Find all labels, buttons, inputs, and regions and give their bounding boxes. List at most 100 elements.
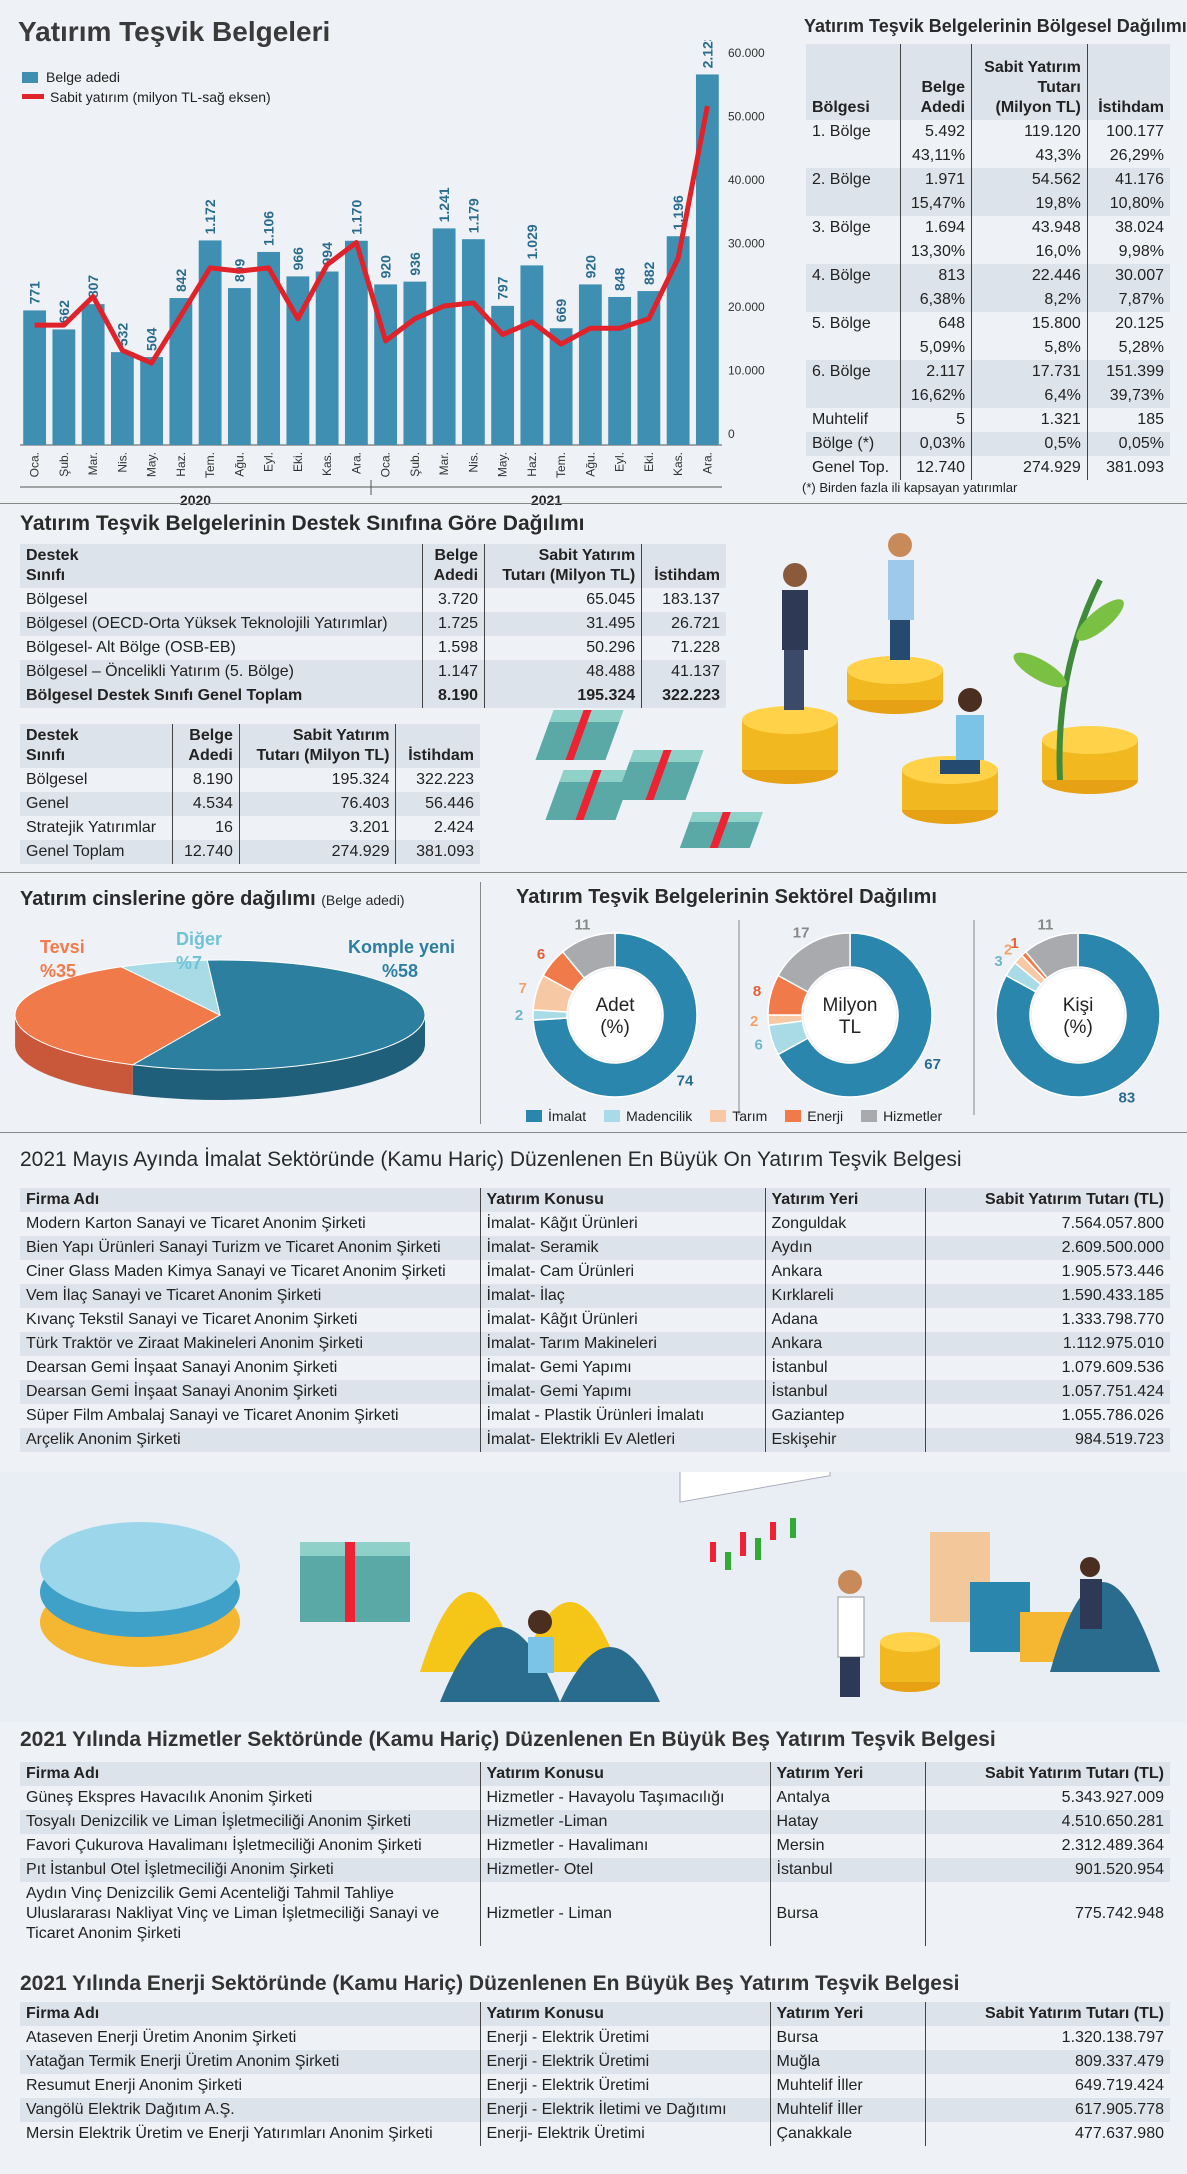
legend-label: İmalat <box>548 1108 587 1124</box>
table-cell: 648 <box>900 312 972 336</box>
donut-value-label: 8 <box>753 983 761 1000</box>
table-row: Mersin Elektrik Üretim ve Enerji Yatırım… <box>20 2122 1170 2146</box>
table-row: Dearsan Gemi İnşaat Sanayi Anonim Şirket… <box>20 1356 1170 1380</box>
table-row: 15,47% 19,8% 10,80% <box>806 192 1170 216</box>
bar-10 <box>315 271 339 445</box>
support-title: Yatırım Teşvik Belgelerinin Destek Sınıf… <box>20 512 585 535</box>
table-cell: 813 <box>900 264 972 288</box>
right-axis-tick: 40.000 <box>728 173 765 187</box>
table-cell: 1.590.433.185 <box>924 1284 1170 1308</box>
table-cell: Hizmetler -Liman <box>479 1810 770 1834</box>
table-cell: 39,73% <box>1086 384 1170 408</box>
table-cell: Genel Top. <box>812 459 890 476</box>
table-cell: 43,3% <box>971 144 1088 168</box>
table-row: Vem İlaç Sanayi ve Ticaret Anonim Şirket… <box>20 1284 1170 1308</box>
table-cell: Bölgesel – Öncelikli Yatırım (5. Bölge) <box>20 660 423 684</box>
table-cell: 76.403 <box>238 792 396 816</box>
legend-swatch <box>785 1110 802 1122</box>
legend-swatch <box>526 1110 542 1122</box>
table-cell: 2.609.500.000 <box>924 1236 1170 1260</box>
pie-title: Yatırım cinslerine göre dağılımı (Belge … <box>20 888 405 910</box>
right-axis-tick: 20.000 <box>728 300 765 314</box>
table-cell: 2.424 <box>395 816 480 840</box>
table-cell: 1.905.573.446 <box>924 1260 1170 1284</box>
bar-7 <box>227 288 251 445</box>
bar-8 <box>257 251 281 445</box>
table-cell: Bursa <box>769 2026 925 2050</box>
person-icon <box>528 1610 554 1673</box>
table-cell: 5,8% <box>971 336 1088 360</box>
table-row: Türk Traktör ve Ziraat Makineleri Anonim… <box>20 1332 1170 1356</box>
hizmet-table: Firma Adı Yatırım Konusu Yatırım Yeri Sa… <box>20 1762 1170 1946</box>
donut-value-label: 11 <box>575 917 591 934</box>
table-cell: Enerji - Elektrik İletimi ve Dağıtımı <box>479 2098 770 2122</box>
table-row: Vangölü Elektrik Dağıtım A.Ş. Enerji - El… <box>20 2098 1170 2122</box>
bar-9 <box>286 276 310 445</box>
table-cell: 775.742.948 <box>924 1882 1170 1946</box>
table-cell: 5 <box>900 408 972 432</box>
donut-value-label: 3 <box>994 953 1002 970</box>
donut-slice <box>532 932 698 1098</box>
table-cell: 381.093 <box>1086 456 1170 480</box>
sector-legend: İmalat Madencilik Tarım Enerji Hizmetler <box>526 1108 1186 1127</box>
table-cell: Genel <box>20 792 173 816</box>
fixed-investment-line <box>34 105 710 366</box>
table-cell: 48.488 <box>484 660 642 684</box>
table-row: Bölgesel- Alt Bölge (OSB-EB) 1.598 50.296 7… <box>20 636 726 660</box>
table-row: Modern Karton Sanayi ve Ticaret Anonim Ş… <box>20 1212 1170 1236</box>
table-row: Ciner Glass Maden Kimya Sanayi ve Ticare… <box>20 1260 1170 1284</box>
table-cell: 2.312.489.364 <box>924 1834 1170 1858</box>
bar-value-label: 936 <box>407 252 423 276</box>
table-cell: Vem İlaç Sanayi ve Ticaret Anonim Şirket… <box>20 1284 480 1308</box>
legend-line-label: Sabit yatırım (milyon TL-sağ eksen) <box>50 89 271 105</box>
table-row: 6. Bölge 2.117 17.731 151.399 <box>806 360 1170 384</box>
coin-stack-icon <box>880 1632 940 1692</box>
table-cell: 43.948 <box>971 216 1088 240</box>
bar-value-label: 1.196 <box>670 195 686 230</box>
chart-legend: Belge adedi Sabit yatırım (milyon TL-sağ… <box>22 69 271 105</box>
table-row: Yatağan Termik Enerji Üretim Anonim Şirk… <box>20 2050 1170 2074</box>
table-cell: 13,30% <box>900 240 972 264</box>
x-tick-label: Haz. <box>525 452 539 477</box>
table-cell: Ankara <box>764 1260 925 1284</box>
table-cell: 3.720 <box>422 588 485 612</box>
legend-item: Madencilik <box>604 1108 692 1124</box>
donut-slice <box>561 932 616 980</box>
table-cell: 12.740 <box>900 456 972 480</box>
table-cell: 7.564.057.800 <box>924 1212 1170 1236</box>
bar-3 <box>110 352 134 445</box>
right-axis-tick: 50.000 <box>728 110 765 124</box>
legend-item: Hizmetler <box>861 1108 942 1124</box>
donut-value-label: 7 <box>519 980 527 997</box>
table-cell: Zonguldak <box>764 1212 925 1236</box>
table-cell: 26.721 <box>641 612 726 636</box>
enerji-title: 2021 Yılında Enerji Sektöründe (Kamu Har… <box>20 1972 960 1995</box>
bar-value-label: 920 <box>378 255 394 279</box>
table-cell: Kıvanç Tekstil Sanayi ve Ticaret Anonim … <box>26 1311 358 1328</box>
table-cell: Bursa <box>769 1882 925 1946</box>
x-tick-label: Tem. <box>554 452 568 478</box>
table-cell: İmalat- İlaç <box>479 1284 765 1308</box>
table-cell: 8.190 <box>172 768 240 792</box>
table-cell: 274.929 <box>971 456 1088 480</box>
region-cell: 6. Bölge <box>806 360 901 384</box>
table-cell: 50.296 <box>484 636 642 660</box>
table-cell: Bölgesel Destek Sınıfı Genel Toplam <box>20 684 423 708</box>
table-cell: 1.333.798.770 <box>924 1308 1170 1332</box>
bar-1 <box>52 329 76 445</box>
divider <box>480 882 481 1124</box>
regional-title: Yatırım Teşvik Belgelerinin Bölgesel Dağ… <box>804 16 1187 36</box>
legend-swatch <box>604 1110 621 1122</box>
table-cell: 1.079.609.536 <box>924 1356 1170 1380</box>
table-cell: 5,28% <box>1086 336 1170 360</box>
table-cell: Mersin <box>769 1834 925 1858</box>
x-tick-label: May. <box>145 452 159 477</box>
bar-15 <box>461 239 485 445</box>
x-tick-label: Ağu. <box>583 452 597 477</box>
table-cell: 1.725 <box>422 612 485 636</box>
table-cell: 56.446 <box>395 792 480 816</box>
sector-title: Yatırım Teşvik Belgelerinin Sektörel Dağ… <box>516 886 937 908</box>
table-row: Bölge (*) 0,03% 0,5% 0,05% <box>806 432 1170 456</box>
